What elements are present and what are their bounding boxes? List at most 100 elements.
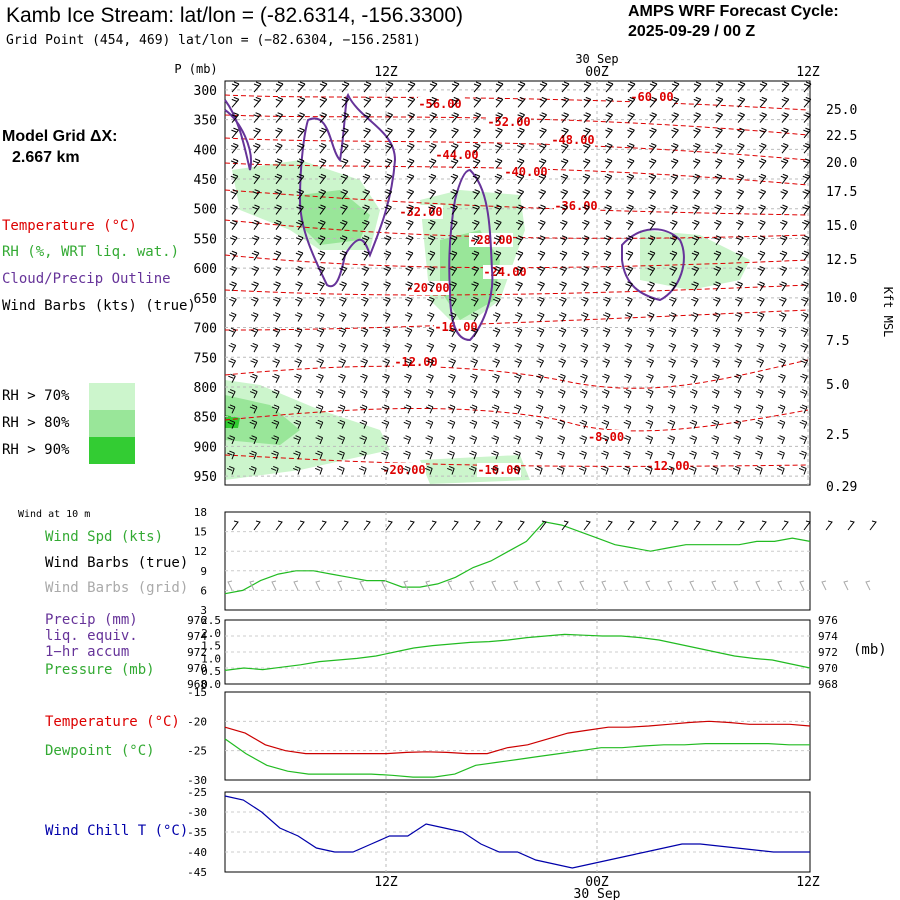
wind-barb — [493, 281, 501, 292]
grid-wind-barb — [645, 580, 651, 591]
wind-barb — [404, 327, 413, 338]
wind-barb — [449, 296, 457, 307]
wind-barb — [406, 204, 414, 215]
wind-barb — [252, 204, 260, 215]
wind-barb — [605, 143, 613, 154]
wind-barb — [757, 266, 766, 276]
wind-barb-field — [227, 81, 812, 475]
pressure-tick-label: 950 — [194, 470, 217, 485]
wind-barb — [734, 342, 743, 353]
wind-barb — [491, 404, 500, 414]
wind-barb — [735, 235, 744, 246]
wind-barb — [382, 327, 391, 338]
wind-barb — [714, 189, 723, 200]
wind-barb — [425, 419, 434, 429]
grid-wind-barb — [447, 580, 453, 591]
model-grid-label: Model Grid ΔX: — [2, 128, 118, 145]
wind-barb — [781, 96, 790, 108]
wind-barb — [359, 419, 368, 429]
panel-tick-label: 9 — [200, 565, 207, 578]
wind-barb — [362, 173, 371, 185]
wind-barb — [756, 358, 764, 368]
wind-barb — [230, 189, 239, 200]
wind-barb — [315, 450, 323, 460]
height-tick-label: 22.5 — [826, 129, 857, 144]
wind-barb — [494, 158, 503, 169]
wind-barb — [713, 250, 722, 261]
grid-wind-barb — [425, 580, 431, 591]
wind-barb — [582, 189, 591, 200]
wind-barb — [781, 127, 789, 139]
wind-barb — [757, 235, 766, 246]
wind-barb — [428, 158, 437, 169]
wind-barb — [317, 266, 326, 276]
wind-barb — [407, 143, 415, 154]
wind-barb — [249, 419, 258, 429]
wind-barb — [559, 281, 567, 292]
wind-barb — [448, 327, 457, 338]
wind-barb — [625, 235, 634, 246]
wind-barb — [472, 189, 481, 200]
pressure-tick-label: 450 — [194, 173, 217, 188]
wind-barb — [758, 219, 766, 230]
wind-barb — [535, 389, 544, 399]
wind-barb — [734, 373, 742, 383]
wind-barb — [381, 389, 390, 399]
wind-barb — [361, 281, 369, 292]
wind-barb — [647, 235, 656, 246]
wind-barb — [558, 358, 566, 368]
wind-barb — [757, 296, 765, 307]
wind-barb — [360, 358, 368, 368]
wind-barb — [603, 235, 612, 246]
wind-barb — [756, 312, 765, 322]
wind-barb — [583, 112, 591, 123]
wind-barb — [295, 250, 304, 261]
wind-barb — [557, 435, 566, 445]
temperature-label-bg — [477, 463, 521, 477]
wind-barb — [513, 435, 522, 445]
wind-barb — [470, 373, 478, 383]
wind-barb — [601, 450, 609, 460]
wind-barb — [602, 358, 610, 368]
wind-barb — [624, 358, 632, 368]
wind-barb — [714, 158, 723, 169]
wind-barb — [627, 81, 636, 93]
wind-barb — [447, 450, 455, 460]
wind-barb — [360, 312, 369, 322]
wind-barb — [272, 373, 280, 383]
wind-barb — [692, 189, 701, 200]
wind-barb — [514, 358, 522, 368]
wind-barb — [251, 281, 259, 292]
wind-barb — [228, 373, 236, 383]
wind-barb — [649, 96, 658, 108]
grid-wind-barb — [821, 580, 827, 591]
wind-barb — [427, 296, 435, 307]
surface-wind-barb — [275, 520, 283, 531]
rh-shading — [300, 190, 370, 245]
wind-barb — [384, 173, 393, 185]
wind-barb — [557, 450, 565, 460]
wind-barb — [692, 219, 700, 230]
grid-wind-barb — [315, 580, 321, 591]
wind-barb — [579, 465, 587, 475]
pressure-tick-label: 650 — [194, 292, 217, 307]
wind-barb — [538, 173, 547, 185]
wind-barb — [535, 404, 544, 414]
wind-barb — [337, 435, 346, 445]
wind-barb — [251, 296, 259, 307]
wind-barb — [558, 373, 566, 383]
wind-barb — [425, 389, 434, 399]
wind-barb — [491, 435, 500, 445]
temperature-contour — [224, 162, 809, 186]
wind-barb — [271, 435, 280, 445]
wind-barb — [801, 250, 810, 261]
grid-wind-barb — [733, 580, 739, 591]
wind-barb — [469, 404, 478, 414]
wind-barb — [671, 143, 679, 154]
surface-wind-barb — [825, 520, 833, 531]
grid-wind-barb — [403, 580, 409, 591]
pressure-tick-label: 750 — [194, 351, 217, 366]
wind-barb — [579, 450, 587, 460]
wind-barb — [580, 373, 588, 383]
